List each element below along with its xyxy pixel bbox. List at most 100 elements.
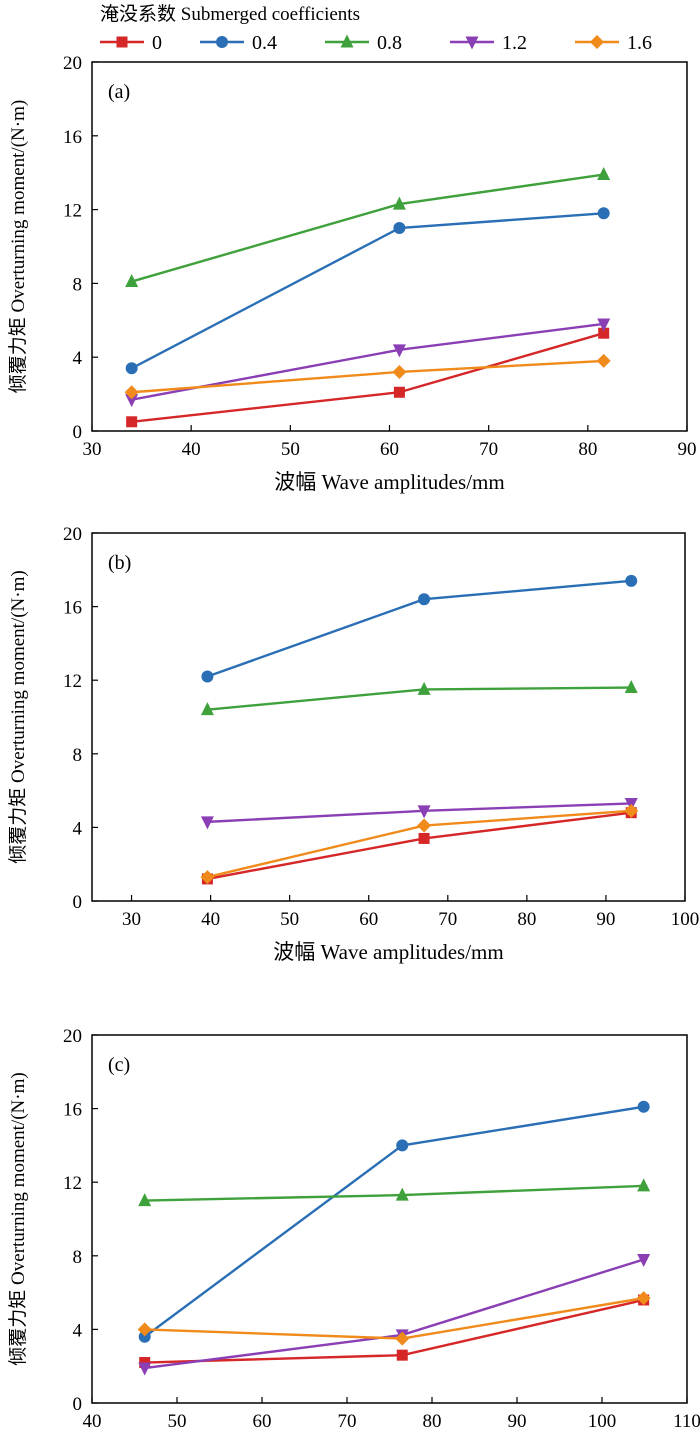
y-tick-label: 0 [73,892,83,913]
data-point-1.6 [200,870,215,885]
series-line-1.6 [131,359,604,394]
legend-marker-1.6 [590,35,604,49]
panel-2: 30 40 50 60 70 80 90 100 0 4 8 12 16 20 (b) 波幅 Wave amp… [7,524,699,964]
x-tick-label: 50 [168,1411,187,1432]
x-axis-label: 波幅 Wave amplitudes/mm [273,940,503,964]
series-line-0.8 [131,173,604,283]
y-tick-label: 4 [73,1320,83,1341]
x-tick-label: 50 [280,909,299,930]
data-point-1.6 [137,1322,152,1337]
plot-frame [91,1034,688,1404]
x-tick-label: 90 [596,909,615,930]
data-point-0.8 [395,1187,409,1201]
y-tick-label: 4 [73,348,83,369]
data-point-1.6 [392,364,407,379]
x-tick-label: 70 [338,1411,357,1432]
legend-label-0: 0 [152,32,162,54]
x-tick-label: 60 [359,909,378,930]
data-point-0 [396,1349,408,1361]
legend-marker-0.4 [216,36,228,48]
series-0.8 [125,167,611,288]
data-point-0.4 [637,1100,650,1113]
data-point-0.4 [125,362,138,375]
x-tick-label: 110 [673,1411,700,1432]
data-point-0.4 [418,593,431,606]
data-point-0.4 [393,222,406,235]
x-tick-label: 80 [517,909,536,930]
x-tick-label: 40 [201,909,220,930]
data-point-0 [139,1357,151,1369]
series-1.6 [200,803,639,885]
series-line-0.4 [207,579,632,678]
y-tick-label: 0 [73,422,83,443]
data-point-1.6 [395,1331,410,1346]
y-tick-label: 8 [73,1247,83,1268]
series-line-1.2 [131,322,604,401]
data-point-0.4 [396,1139,409,1152]
data-point-0.4 [201,670,214,683]
data-point-1.6 [596,353,611,368]
x-tick-label: 100 [671,909,700,930]
series-line-0 [131,332,605,423]
data-point-0.8 [597,167,611,181]
series-1.6 [124,353,611,400]
series-line-0.4 [143,1105,644,1338]
y-tick-label: 4 [73,818,83,839]
x-tick-label: 80 [423,1411,442,1432]
x-tick-label: 90 [508,1411,527,1432]
data-point-1.6 [624,803,639,818]
y-tick-label: 16 [63,127,82,148]
y-tick-label: 16 [63,1100,82,1121]
y-tick-label: 12 [63,1173,82,1194]
data-point-0.8 [624,680,638,694]
data-point-0.8 [138,1193,152,1207]
x-axis-label: 波幅 Wave amplitudes/mm [274,470,504,494]
y-tick-label: 20 [63,524,82,545]
legend-marker-0.8 [340,34,354,48]
panel-1: 30 40 50 60 70 80 90 0 4 8 12 16 20 (a) 波幅 Wave amplit… [7,53,697,494]
x-tick-label: 30 [83,439,102,460]
y-tick-label: 12 [63,201,82,222]
data-point-0 [598,327,610,339]
data-point-0 [126,416,138,428]
data-point-1.2 [597,318,611,332]
x-tick-label: 60 [380,439,399,460]
series-line-1.6 [144,1296,644,1340]
legend-marker-0 [116,36,128,48]
data-point-1.2 [637,1253,651,1267]
data-point-1.2 [200,816,214,830]
panel-label: (a) [108,81,130,103]
data-point-1.2 [417,805,431,819]
series-1.6 [137,1291,651,1346]
x-tick-label: 40 [182,439,201,460]
series-0.8 [138,1178,651,1207]
x-tick-label: 70 [438,909,457,930]
data-point-0.4 [597,207,610,220]
legend-marker-1.2 [465,36,479,50]
y-tick-label: 8 [73,274,83,295]
data-point-1.6 [417,818,432,833]
data-point-0.8 [392,196,406,210]
series-0.4 [201,574,638,683]
series-1.2 [125,318,611,408]
x-tick-label: 30 [122,909,141,930]
data-point-0.8 [200,702,214,716]
panel-label: (b) [108,552,131,574]
data-point-1.2 [138,1362,152,1376]
legend-title: 淹没系数 Submerged coefficients [100,3,360,25]
legend: 淹没系数 Submerged coefficients 0 0.4 0.8 1.2 1.… [100,3,652,54]
legend-label-0.4: 0.4 [252,32,277,54]
data-point-1.6 [124,385,139,400]
series-line-1.2 [144,1258,645,1370]
legend-label-0.8: 0.8 [377,32,402,54]
series-line-0.8 [207,686,632,711]
series-0.4 [138,1100,650,1343]
series-0.8 [200,680,638,716]
data-point-0.8 [637,1178,651,1192]
series-1.2 [138,1253,651,1376]
data-point-0.8 [417,681,431,695]
x-tick-label: 100 [588,1411,617,1432]
